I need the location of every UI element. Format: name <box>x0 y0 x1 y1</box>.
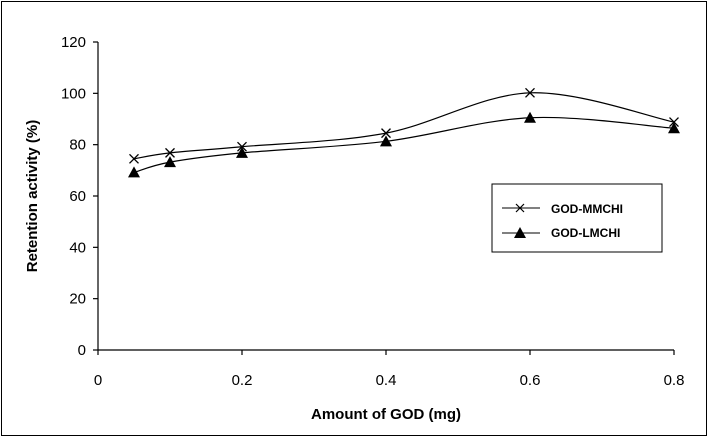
series-line-lmchi <box>133 116 675 173</box>
legend: GOD-MMCHI GOD-LMCHI <box>491 183 663 253</box>
x-tick-label: 0.4 <box>376 372 397 389</box>
legend-label-lmchi: GOD-LMCHI <box>551 226 620 240</box>
data-point-mmchi <box>165 147 175 158</box>
y-ticks: 0 20 40 60 80 100 120 <box>61 34 98 359</box>
y-tick-label: 40 <box>69 239 86 256</box>
data-point-lmchi <box>164 156 176 168</box>
data-point-lmchi <box>380 135 392 147</box>
y-tick-label: 60 <box>69 188 86 205</box>
x-axis-title: Amount of GOD (mg) <box>311 406 461 423</box>
x-tick-label: 0.8 <box>664 372 685 389</box>
y-tick-label: 80 <box>69 137 86 154</box>
data-point-mmchi <box>669 117 679 128</box>
x-tick-label: 0.2 <box>232 372 253 389</box>
data-point-mmchi <box>129 153 139 164</box>
y-tick-label: 100 <box>61 85 86 102</box>
y-tick-label: 120 <box>61 34 86 51</box>
x-tick-label: 0 <box>94 372 102 389</box>
x-ticks: 0 0.2 0.4 0.6 0.8 <box>94 350 685 389</box>
data-point-lmchi <box>668 122 680 134</box>
legend-marker-triangle <box>514 227 526 238</box>
y-tick-label: 20 <box>69 291 86 308</box>
series-layer <box>128 87 680 178</box>
data-point-lmchi <box>524 111 536 123</box>
data-point-lmchi <box>236 146 248 158</box>
data-point-lmchi <box>128 166 140 178</box>
y-tick-label: 0 <box>78 342 86 359</box>
legend-box <box>491 183 663 253</box>
series-line-mmchi <box>133 92 675 160</box>
data-point-mmchi <box>525 87 535 98</box>
legend-label-mmchi: GOD-MMCHI <box>551 202 623 216</box>
legend-marker-x <box>515 203 525 213</box>
data-point-mmchi <box>237 141 247 152</box>
x-tick-label: 0.6 <box>520 372 541 389</box>
data-point-mmchi <box>381 128 391 139</box>
y-axis-title: Retention activity (%) <box>24 120 41 273</box>
